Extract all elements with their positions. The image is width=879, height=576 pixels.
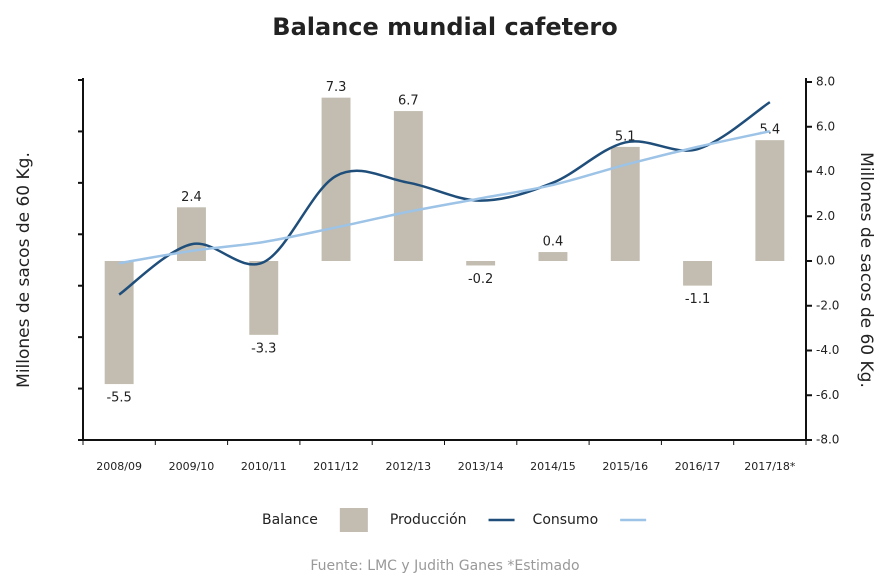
bar: [321, 97, 351, 261]
bar-value-label: 7.3: [326, 80, 347, 95]
bar-value-label: 0.4: [543, 235, 564, 250]
legend-label: Producción: [390, 512, 467, 528]
x-tick-label: 2010/11: [241, 460, 287, 473]
y2-tick-label: -6.0: [816, 388, 839, 402]
bar: [104, 261, 134, 385]
bar: [755, 140, 785, 261]
bar-value-label: -3.3: [251, 341, 276, 356]
line: [118, 101, 771, 296]
x-tick-label: 2014/15: [530, 460, 576, 473]
bar-value-label: -0.2: [468, 272, 493, 287]
x-tick-label: 2016/17: [675, 460, 721, 473]
y2-tick-label: -2.0: [816, 298, 839, 312]
bar-value-label: -1.1: [685, 292, 710, 307]
y-axis-label: Millones de sacos de 60 Kg.: [14, 152, 34, 388]
chart-title: Balance mundial cafetero: [272, 13, 617, 41]
legend-label: Balance: [262, 512, 318, 528]
y2-tick-label: 0.0: [816, 254, 835, 268]
bar-value-label: 6.7: [398, 94, 419, 109]
bar-value-label: -5.5: [106, 391, 131, 406]
source: Fuente: LMC y Judith Ganes *Estimado: [310, 558, 579, 574]
y2-axis-label: Millones de sacos de 60 Kg.: [856, 152, 876, 388]
y2-tick-label: -4.0: [816, 343, 839, 357]
y2-tick-label: 8.0: [816, 75, 835, 89]
bar: [538, 252, 568, 261]
legend-label: Consumo: [533, 512, 599, 528]
x-tick-label: 2011/12: [313, 460, 359, 473]
x-tick-label: 2009/10: [169, 460, 215, 473]
x-tick-label: 2013/14: [458, 460, 504, 473]
bar-value-label: 5.4: [760, 123, 781, 138]
y2-tick-label: 6.0: [816, 119, 835, 133]
legend-swatch: [339, 508, 368, 532]
x-tick-label: 2017/18*: [744, 460, 796, 473]
line: [118, 130, 771, 265]
x-tick-label: 2015/16: [602, 460, 648, 473]
x-tick-label: 2008/09: [96, 460, 142, 473]
bar: [683, 261, 713, 286]
bar: [249, 261, 279, 335]
y2-tick-label: -8.0: [816, 433, 839, 447]
bar: [466, 261, 496, 266]
y2-tick-label: 4.0: [816, 164, 835, 178]
bar-value-label: 2.4: [181, 190, 202, 205]
y2-tick-label: 2.0: [816, 209, 835, 223]
x-tick-label: 2012/13: [385, 460, 431, 473]
